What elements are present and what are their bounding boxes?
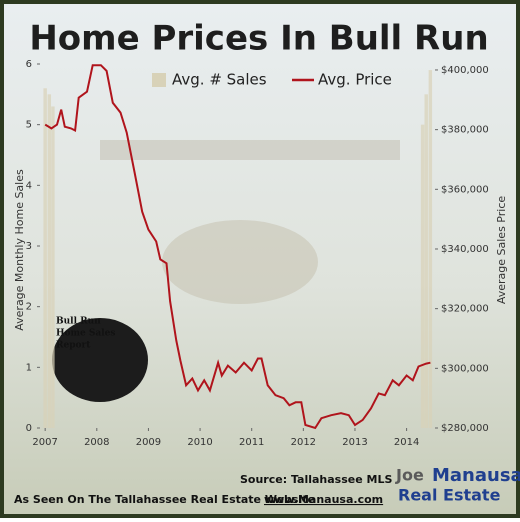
x-tick-label: 2014 bbox=[394, 437, 419, 448]
y-tick-label: 2 bbox=[26, 302, 32, 313]
legend-swatch bbox=[152, 73, 166, 87]
x-tick-label: 2012 bbox=[291, 437, 316, 448]
bull-image bbox=[52, 318, 148, 402]
chart-title: Home Prices In Bull Run bbox=[29, 19, 488, 59]
y-tick-label: 0 bbox=[26, 423, 32, 434]
arbor-shape bbox=[100, 140, 400, 160]
legend-label: Avg. # Sales bbox=[172, 71, 267, 89]
y2-tick-label: $340,000 bbox=[441, 244, 489, 255]
x-tick-label: 2008 bbox=[84, 437, 109, 448]
legend-label: Avg. Price bbox=[318, 71, 392, 89]
y2-tick-label: $280,000 bbox=[441, 423, 489, 434]
logo-text: Manausa bbox=[432, 465, 520, 486]
footer: As Seen On The Tallahassee Real Estate W… bbox=[14, 493, 315, 506]
bar bbox=[428, 70, 433, 429]
bar bbox=[424, 94, 428, 428]
y2-axis-label: Average Sales Price bbox=[495, 196, 508, 305]
y2-tick-label: $320,000 bbox=[441, 304, 489, 315]
y-axis-label: Average Monthly Home Sales bbox=[13, 169, 26, 331]
photo-caption: Bull Run bbox=[56, 317, 101, 327]
x-tick-label: 2007 bbox=[32, 437, 57, 448]
footer-link[interactable]: www.Manausa.com bbox=[264, 493, 383, 506]
y2-tick-label: $380,000 bbox=[441, 125, 489, 136]
x-tick-label: 2013 bbox=[342, 437, 367, 448]
price-line bbox=[44, 64, 431, 430]
y2-tick-label: $360,000 bbox=[441, 184, 489, 195]
y-tick-label: 6 bbox=[26, 59, 32, 70]
y-tick-label: 4 bbox=[26, 180, 32, 191]
y2-tick-label: $400,000 bbox=[441, 65, 489, 76]
x-tick-label: 2009 bbox=[136, 437, 161, 448]
bar bbox=[43, 88, 47, 429]
photo-caption: Home Sales bbox=[56, 329, 115, 339]
y2-tick-label: $300,000 bbox=[441, 363, 489, 374]
y-tick-label: 1 bbox=[26, 362, 32, 373]
x-tick-label: 2011 bbox=[239, 437, 264, 448]
x-tick-label: 2010 bbox=[187, 437, 212, 448]
bar bbox=[420, 124, 425, 429]
y-tick-label: 5 bbox=[26, 120, 32, 131]
logo-text: Joe bbox=[395, 466, 424, 485]
source: Source: Tallahassee MLS bbox=[240, 473, 392, 486]
logo-text: Real Estate bbox=[398, 486, 501, 505]
bar bbox=[47, 94, 52, 428]
y-tick-label: 3 bbox=[26, 241, 32, 252]
photo-caption: Report bbox=[56, 341, 91, 351]
sign-shape bbox=[162, 220, 318, 304]
bar bbox=[51, 106, 55, 428]
